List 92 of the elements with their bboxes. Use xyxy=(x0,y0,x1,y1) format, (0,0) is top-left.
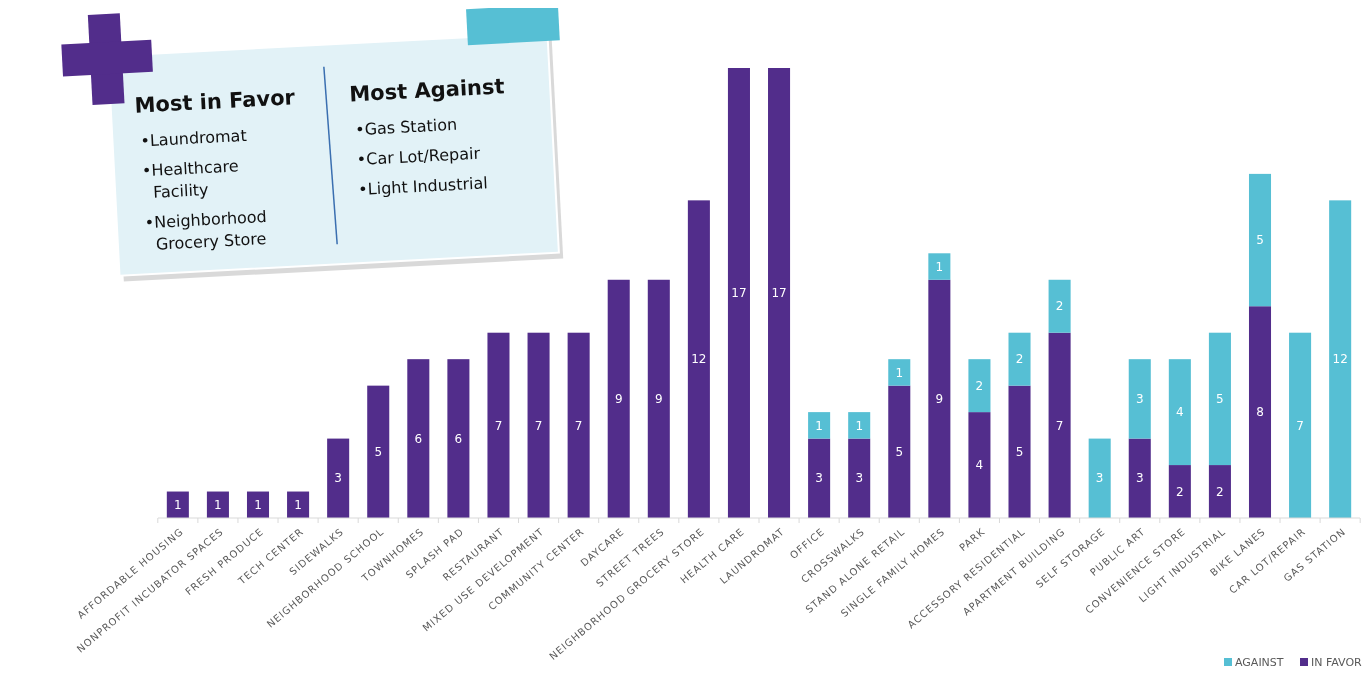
data-label: 8 xyxy=(1256,405,1264,420)
annotation: •Healthcare Facility xyxy=(141,156,240,202)
bar xyxy=(1008,385,1031,518)
bar xyxy=(166,491,189,518)
bar xyxy=(1128,359,1151,439)
data-label: 6 xyxy=(414,431,423,446)
bar xyxy=(1248,306,1272,518)
data-label: 1 xyxy=(895,365,904,380)
data-label: 1 xyxy=(174,497,182,512)
bar xyxy=(848,412,871,439)
bar xyxy=(1008,332,1031,386)
annotation: Most in Favor xyxy=(134,85,297,118)
data-label: 12 xyxy=(691,352,707,367)
annotation: Most Against xyxy=(348,74,506,107)
data-label: 7 xyxy=(1055,418,1064,433)
data-label: 1 xyxy=(855,418,864,433)
data-label: 3 xyxy=(1095,471,1104,486)
bar xyxy=(1329,200,1352,518)
data-label: 4 xyxy=(975,458,984,473)
data-label: 1 xyxy=(935,259,944,274)
bar xyxy=(1088,438,1111,518)
data-label: 5 xyxy=(1015,445,1024,460)
data-label: 3 xyxy=(1135,471,1144,486)
bar xyxy=(1248,173,1272,307)
data-label: 5 xyxy=(374,445,383,460)
bar xyxy=(407,359,430,518)
bar xyxy=(487,332,510,518)
data-label: 2 xyxy=(1216,484,1224,499)
bar xyxy=(968,412,991,518)
bar xyxy=(808,438,831,518)
data-label: 17 xyxy=(731,286,747,301)
data-label: 3 xyxy=(1135,392,1144,407)
data-label: 12 xyxy=(1332,352,1348,367)
data-label: 5 xyxy=(1256,233,1264,248)
data-label: 3 xyxy=(815,471,823,486)
data-label: 2 xyxy=(1015,352,1024,367)
bar xyxy=(808,412,831,439)
bar xyxy=(367,385,390,518)
bar xyxy=(888,359,911,386)
data-label: 1 xyxy=(815,418,823,433)
bar xyxy=(687,200,710,518)
data-label: 2 xyxy=(1176,484,1184,499)
data-label: 7 xyxy=(1296,418,1304,433)
bar xyxy=(1208,332,1231,466)
bar xyxy=(1208,465,1231,518)
bar xyxy=(327,438,350,518)
data-label: 7 xyxy=(534,418,543,433)
bar xyxy=(1128,438,1151,518)
bar xyxy=(888,385,911,518)
bar xyxy=(287,491,310,518)
data-label: 17 xyxy=(771,286,787,301)
legend-label: IN FAVOR xyxy=(1311,655,1363,669)
data-label: 3 xyxy=(334,471,342,486)
bar xyxy=(1048,279,1071,333)
bar xyxy=(447,359,470,518)
bar xyxy=(1048,332,1071,518)
data-label: 5 xyxy=(1216,392,1224,407)
data-label: 9 xyxy=(654,392,663,407)
data-label: 2 xyxy=(1055,299,1064,314)
annotation: •Light Industrial xyxy=(357,173,489,200)
data-label: 1 xyxy=(294,497,302,512)
annotation: •Car Lot/Repair xyxy=(356,143,481,170)
bar xyxy=(768,68,791,518)
data-label: 3 xyxy=(855,471,864,486)
bar xyxy=(1168,359,1191,466)
bar xyxy=(968,359,991,413)
bar xyxy=(246,491,270,518)
data-label: 1 xyxy=(254,497,262,512)
data-label: 7 xyxy=(574,418,583,433)
bar xyxy=(527,332,550,518)
data-label: 6 xyxy=(454,431,463,446)
bar xyxy=(1289,332,1312,518)
data-label: 7 xyxy=(494,418,503,433)
bar xyxy=(848,438,871,518)
bar xyxy=(647,279,670,518)
annotation: •Laundromat xyxy=(139,125,248,151)
bar xyxy=(567,332,590,518)
bar xyxy=(607,279,630,518)
data-label: 2 xyxy=(975,378,984,393)
data-label: 9 xyxy=(614,392,623,407)
annotation: •Gas Station xyxy=(354,114,458,140)
bar xyxy=(928,253,951,280)
bar xyxy=(1168,465,1191,518)
legend-label: AGAINST xyxy=(1235,655,1284,669)
data-label: 1 xyxy=(214,497,222,512)
data-label: 9 xyxy=(935,392,944,407)
data-label: 5 xyxy=(895,445,904,460)
bar xyxy=(206,491,229,518)
data-label: 4 xyxy=(1176,405,1184,420)
bar xyxy=(928,279,951,518)
bar xyxy=(727,68,750,518)
annotation: •Neighborhood Grocery Store xyxy=(144,206,268,254)
